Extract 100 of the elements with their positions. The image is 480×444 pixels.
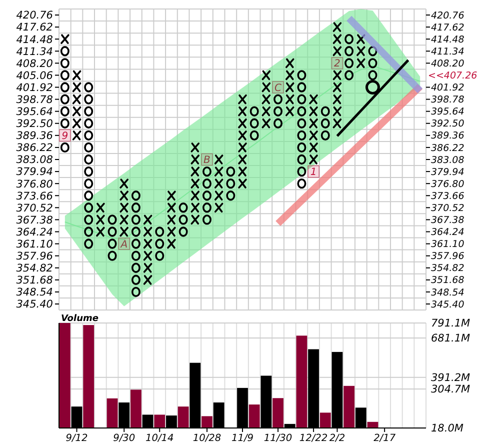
point bbox=[320, 106, 330, 116]
y-tick-label: 420.76 bbox=[16, 10, 54, 22]
y-tick-label: 373.66 bbox=[16, 190, 54, 202]
series-label: C bbox=[274, 82, 282, 94]
x-tick-label: 9/12 bbox=[66, 433, 88, 444]
point bbox=[60, 34, 70, 44]
point bbox=[297, 82, 306, 92]
point bbox=[84, 202, 94, 213]
point bbox=[60, 106, 70, 116]
y-tick-label: 367.38 bbox=[16, 214, 54, 226]
point bbox=[262, 82, 271, 92]
point bbox=[297, 70, 306, 80]
point bbox=[309, 130, 318, 140]
point bbox=[108, 238, 117, 249]
y-tick-label: 361.10 bbox=[16, 238, 54, 250]
point bbox=[190, 190, 200, 201]
point bbox=[344, 70, 354, 80]
point bbox=[238, 154, 247, 164]
point bbox=[320, 130, 330, 141]
point bbox=[332, 82, 342, 92]
point bbox=[84, 142, 94, 153]
point bbox=[332, 46, 342, 56]
point bbox=[368, 70, 378, 80]
point bbox=[96, 226, 105, 237]
point bbox=[72, 70, 82, 80]
point bbox=[72, 82, 82, 92]
point bbox=[143, 238, 152, 249]
point bbox=[60, 46, 70, 56]
y-tick-label: 351.68 bbox=[16, 274, 54, 287]
point bbox=[297, 178, 306, 189]
point bbox=[226, 166, 236, 177]
y-tick-label: 411.34 bbox=[16, 46, 53, 58]
point bbox=[250, 118, 259, 128]
point bbox=[60, 58, 70, 68]
point bbox=[356, 58, 366, 68]
y-tick-label: 357.96 bbox=[16, 250, 54, 262]
point bbox=[262, 94, 271, 104]
point bbox=[84, 178, 94, 189]
point bbox=[143, 214, 152, 225]
point bbox=[238, 130, 247, 140]
y-tick-label: 392.50 bbox=[16, 118, 54, 130]
point bbox=[262, 70, 271, 80]
point bbox=[344, 46, 354, 56]
point bbox=[60, 94, 70, 104]
x-tick-label: 9/30 bbox=[113, 433, 136, 444]
point bbox=[72, 118, 82, 128]
series-label: 2 bbox=[334, 58, 340, 70]
point bbox=[332, 94, 342, 104]
point bbox=[297, 94, 306, 104]
y-tick-label: 391.2M bbox=[431, 372, 470, 384]
point bbox=[143, 275, 152, 285]
point bbox=[167, 238, 176, 249]
point bbox=[368, 58, 378, 68]
point bbox=[60, 142, 70, 153]
point bbox=[309, 142, 318, 152]
point bbox=[84, 82, 94, 92]
point bbox=[285, 106, 294, 116]
point bbox=[250, 130, 259, 141]
point bbox=[143, 250, 152, 261]
point bbox=[131, 262, 140, 273]
y-tick-label: 405.06 bbox=[16, 70, 54, 82]
point bbox=[84, 214, 94, 225]
point bbox=[356, 46, 366, 56]
point bbox=[238, 118, 247, 128]
chart-title: Volume bbox=[61, 314, 98, 324]
point bbox=[120, 202, 129, 213]
point bbox=[72, 106, 82, 116]
point bbox=[274, 106, 283, 116]
point bbox=[344, 34, 354, 44]
point bbox=[108, 214, 117, 225]
point bbox=[285, 58, 294, 68]
point bbox=[226, 178, 236, 189]
x-tick-label: 11/9 bbox=[232, 433, 254, 444]
point bbox=[131, 226, 140, 237]
point bbox=[368, 46, 378, 56]
y-tick-label: 395.64 bbox=[16, 106, 53, 118]
x-tick-label: 2/2 bbox=[329, 433, 346, 444]
point bbox=[309, 118, 318, 128]
point bbox=[143, 262, 152, 273]
point bbox=[332, 70, 342, 80]
point bbox=[131, 190, 140, 201]
point bbox=[178, 214, 188, 225]
point bbox=[84, 238, 94, 249]
point bbox=[131, 250, 140, 261]
point bbox=[285, 70, 294, 80]
point bbox=[214, 190, 224, 201]
point bbox=[120, 214, 129, 225]
point bbox=[309, 94, 318, 104]
x-tick-label: 11/30 bbox=[264, 433, 292, 444]
point bbox=[60, 118, 70, 128]
point bbox=[155, 250, 164, 261]
point bbox=[131, 274, 140, 285]
point bbox=[108, 226, 117, 237]
x-tick-label: 12/22 bbox=[299, 433, 328, 444]
y-tick-label: 401.92 bbox=[16, 82, 54, 94]
point bbox=[60, 82, 70, 92]
point bbox=[214, 202, 224, 213]
point bbox=[190, 142, 200, 152]
point bbox=[84, 166, 94, 177]
x-tick-label: 2/17 bbox=[374, 433, 396, 444]
